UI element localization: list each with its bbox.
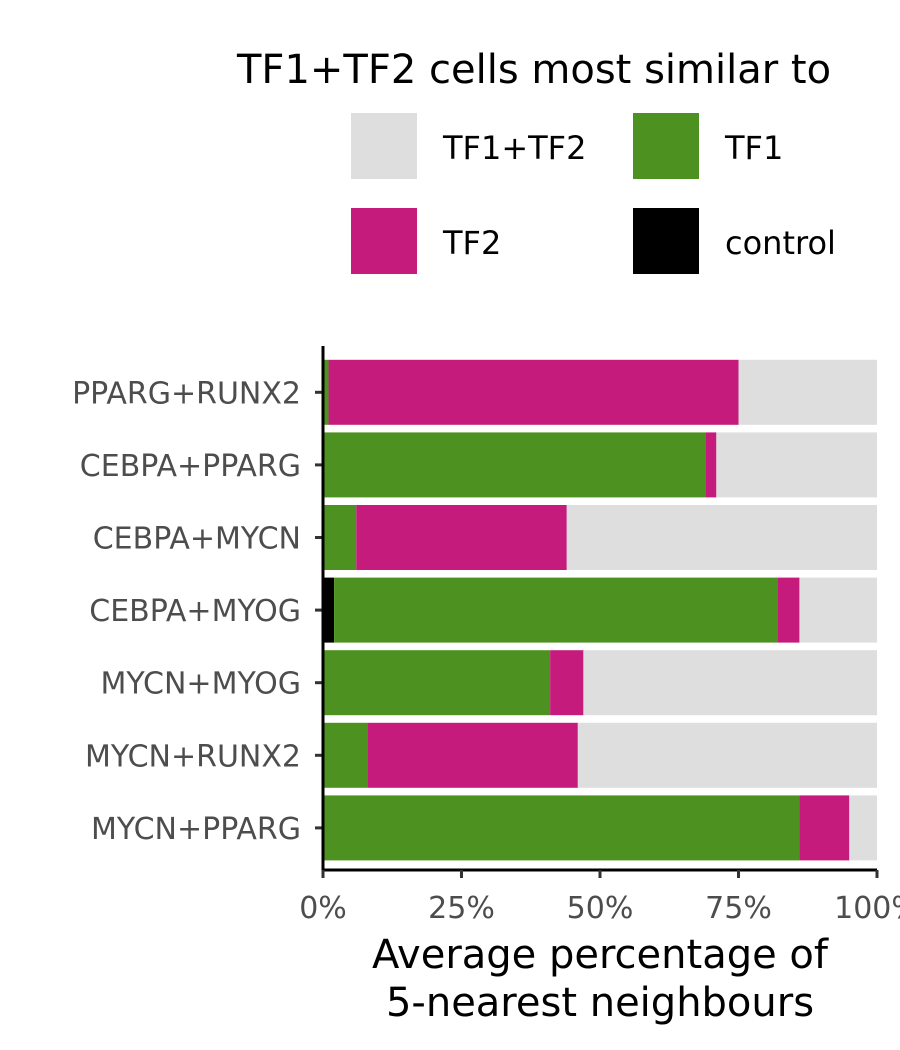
legend-label-tf1: TF1	[724, 129, 783, 167]
bar-segment-tf1	[323, 795, 800, 861]
bar-segment-tf1-tf2	[738, 359, 877, 425]
bar-segment-tf1	[323, 359, 329, 425]
y-tick-label: CEBPA+MYOG	[89, 594, 301, 629]
bar-segment-tf2	[799, 795, 850, 861]
y-axis: PPARG+RUNX2 CEBPA+PPARG CEBPA+MYCN CEBPA+MY…	[72, 346, 325, 870]
bar-segment-tf2	[328, 359, 739, 425]
y-tick-label: MYCN+MYOG	[100, 667, 301, 702]
bar-segment-tf1-tf2	[583, 650, 877, 716]
legend: TF1+TF2 cells most similar to TF1+TF2 TF1…	[236, 47, 836, 274]
legend-key-control	[633, 208, 699, 274]
bar-segment-tf1-tf2	[577, 722, 877, 788]
x-axis-title: Average percentage of	[372, 932, 829, 978]
x-tick-label: 50%	[567, 891, 634, 926]
x-tick-label: 75%	[705, 891, 772, 926]
bar-segment-tf2	[777, 577, 800, 643]
y-tick-label: MYCN+PPARG	[91, 812, 301, 847]
y-tick-label: MYCN+RUNX2	[85, 739, 301, 774]
bar-segment-tf1-tf2	[716, 432, 877, 498]
y-tick-label: CEBPA+MYCN	[93, 522, 301, 557]
legend-key-tf1	[633, 113, 699, 179]
legend-key-tf2	[351, 208, 417, 274]
bar-segment-tf1	[323, 432, 706, 498]
y-tick-label: PPARG+RUNX2	[72, 376, 301, 411]
bar-segment-tf1-tf2	[799, 577, 877, 643]
bar-segment-control	[323, 577, 335, 643]
bar-segment-tf2	[550, 650, 584, 716]
bar-segment-tf1	[334, 577, 778, 643]
x-tick-label: 0%	[299, 891, 347, 926]
bar-segment-tf1	[323, 650, 551, 716]
y-tick-label: CEBPA+PPARG	[80, 449, 301, 484]
bar-segment-tf2	[705, 432, 717, 498]
legend-label-tf2: TF2	[442, 224, 501, 262]
bar-segment-tf1	[323, 505, 357, 570]
legend-label-tf1-tf2: TF1+TF2	[442, 129, 586, 167]
bar-segment-tf2	[367, 722, 578, 788]
x-tick-label: 25%	[428, 891, 495, 926]
x-axis-title-line-2: 5-nearest neighbours	[386, 980, 814, 1026]
legend-title: TF1+TF2 cells most similar to	[236, 47, 831, 93]
bar-segment-tf2	[356, 505, 567, 570]
x-axis: 0% 25% 50% 75% 100%	[299, 868, 900, 926]
bar-segment-tf1-tf2	[849, 795, 877, 861]
x-tick-label: 100%	[834, 891, 900, 926]
legend-key-tf1-tf2	[351, 113, 417, 179]
plot-area	[323, 359, 877, 861]
bar-segment-tf1-tf2	[566, 505, 877, 570]
bar-segment-tf1	[323, 722, 368, 788]
legend-label-control: control	[725, 224, 836, 262]
